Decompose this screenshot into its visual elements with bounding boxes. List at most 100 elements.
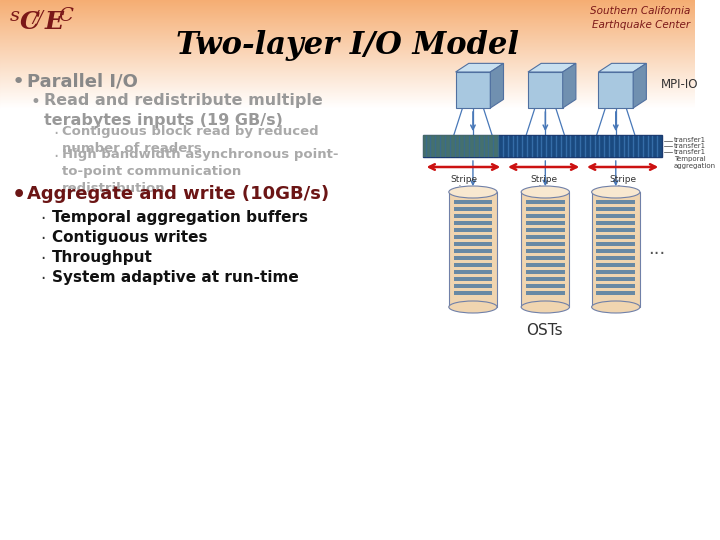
Bar bbox=[0, 92, 695, 93]
Bar bbox=[526, 207, 564, 211]
Bar bbox=[0, 46, 695, 47]
Bar bbox=[0, 76, 695, 77]
Bar bbox=[0, 34, 695, 35]
Ellipse shape bbox=[521, 186, 570, 198]
Bar bbox=[596, 221, 635, 225]
Text: transfer1: transfer1 bbox=[674, 143, 706, 149]
Bar bbox=[526, 263, 564, 267]
Bar bbox=[596, 263, 635, 267]
Bar bbox=[526, 249, 564, 253]
Bar bbox=[454, 200, 492, 204]
Bar bbox=[0, 91, 695, 92]
Bar bbox=[454, 242, 492, 246]
Bar bbox=[0, 100, 695, 101]
Bar bbox=[0, 62, 695, 63]
Bar bbox=[596, 284, 635, 288]
Bar bbox=[0, 86, 695, 87]
Bar bbox=[454, 249, 492, 253]
Bar bbox=[0, 25, 695, 26]
Bar bbox=[0, 57, 695, 58]
Bar bbox=[0, 58, 695, 59]
Bar bbox=[0, 48, 695, 49]
Bar bbox=[454, 270, 492, 274]
Bar bbox=[0, 106, 695, 107]
Bar bbox=[0, 71, 695, 72]
Bar bbox=[0, 32, 695, 33]
Bar bbox=[0, 5, 695, 6]
Text: •: • bbox=[12, 72, 24, 92]
Text: ·: · bbox=[40, 210, 46, 228]
Bar bbox=[596, 242, 635, 246]
Bar bbox=[0, 108, 695, 540]
Bar bbox=[0, 13, 695, 14]
Text: s: s bbox=[9, 7, 19, 25]
Bar bbox=[0, 33, 695, 34]
Bar bbox=[0, 9, 695, 10]
Bar bbox=[0, 8, 695, 9]
Bar bbox=[521, 192, 570, 307]
Text: Southern California
Earthquake Center: Southern California Earthquake Center bbox=[590, 6, 690, 30]
Bar bbox=[0, 22, 695, 23]
Bar bbox=[454, 284, 492, 288]
Bar bbox=[0, 79, 695, 80]
Bar bbox=[0, 42, 695, 43]
Text: Stripe
size: Stripe size bbox=[609, 175, 636, 194]
Bar bbox=[0, 18, 695, 19]
Bar bbox=[0, 54, 695, 55]
Bar bbox=[0, 84, 695, 85]
Bar bbox=[0, 43, 695, 44]
Bar bbox=[0, 2, 695, 3]
Bar bbox=[526, 200, 564, 204]
Text: ·: · bbox=[53, 125, 58, 143]
Bar bbox=[0, 65, 695, 66]
Bar bbox=[0, 75, 695, 76]
Bar bbox=[454, 263, 492, 267]
Bar bbox=[0, 104, 695, 105]
Bar bbox=[526, 291, 564, 295]
Bar bbox=[0, 77, 695, 78]
Bar bbox=[454, 277, 492, 281]
Bar bbox=[596, 228, 635, 232]
Bar bbox=[0, 90, 695, 91]
Ellipse shape bbox=[521, 301, 570, 313]
Text: ·: · bbox=[40, 250, 46, 268]
Text: Stripe
size: Stripe size bbox=[450, 175, 477, 194]
Bar bbox=[596, 291, 635, 295]
Polygon shape bbox=[563, 63, 576, 108]
Bar bbox=[0, 70, 695, 71]
Bar bbox=[526, 270, 564, 274]
Bar bbox=[0, 39, 695, 40]
Bar bbox=[0, 3, 695, 4]
Bar bbox=[0, 66, 695, 67]
Ellipse shape bbox=[449, 186, 497, 198]
Ellipse shape bbox=[592, 186, 640, 198]
Text: ...: ... bbox=[647, 240, 665, 259]
Bar bbox=[0, 21, 695, 22]
Polygon shape bbox=[490, 63, 503, 108]
Text: //: // bbox=[33, 9, 44, 26]
Text: ·: · bbox=[40, 270, 46, 288]
Bar bbox=[0, 12, 695, 13]
Bar bbox=[0, 27, 695, 28]
Text: System adaptive at run-time: System adaptive at run-time bbox=[52, 270, 299, 285]
Bar bbox=[0, 61, 695, 62]
Bar bbox=[0, 96, 695, 97]
Bar bbox=[0, 103, 695, 104]
Bar bbox=[0, 40, 695, 41]
Text: Parallel I/O: Parallel I/O bbox=[27, 72, 138, 90]
Text: ·: · bbox=[53, 148, 58, 166]
Bar bbox=[0, 10, 695, 11]
Bar bbox=[0, 6, 695, 7]
Polygon shape bbox=[456, 72, 490, 108]
Bar bbox=[0, 4, 695, 5]
Bar bbox=[0, 26, 695, 27]
Bar bbox=[526, 242, 564, 246]
Text: C: C bbox=[58, 7, 73, 25]
Bar bbox=[454, 256, 492, 260]
Text: Aggregate and write (10GB/s): Aggregate and write (10GB/s) bbox=[27, 185, 329, 203]
Bar bbox=[0, 15, 695, 16]
Bar bbox=[0, 93, 695, 94]
Bar bbox=[0, 97, 695, 98]
Text: Contiguous block read by reduced
number of readers: Contiguous block read by reduced number … bbox=[62, 125, 318, 155]
Text: C: C bbox=[19, 10, 39, 34]
